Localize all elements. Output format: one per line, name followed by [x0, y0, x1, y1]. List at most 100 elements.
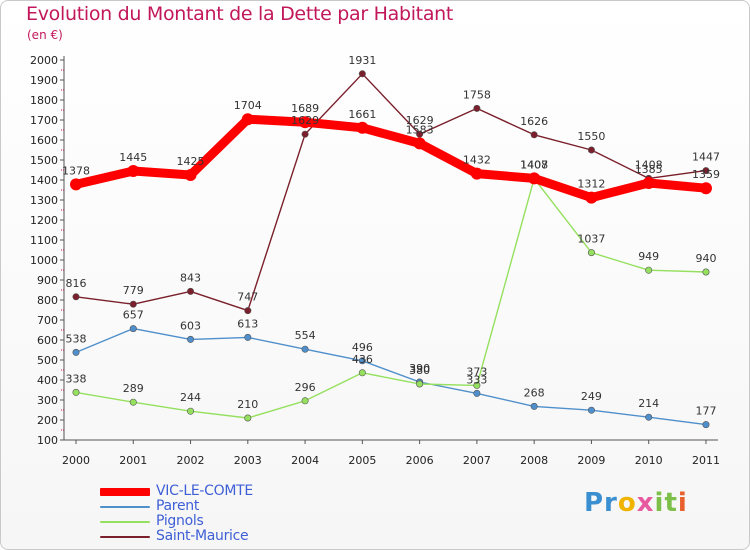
- y-tick-label: 1700: [30, 114, 58, 127]
- data-point: [587, 146, 595, 154]
- data-label: 289: [123, 382, 144, 395]
- data-point: [299, 116, 312, 129]
- data-point: [72, 348, 80, 356]
- data-label: 1312: [577, 178, 605, 191]
- y-tick-label: 1300: [30, 194, 58, 207]
- data-label: 1704: [234, 99, 262, 112]
- x-tick-label: 2001: [119, 454, 147, 467]
- legend-label: Saint-Maurice: [156, 528, 249, 544]
- data-label: 1629: [406, 114, 434, 127]
- x-tick-label: 2007: [463, 454, 491, 467]
- data-point: [301, 345, 309, 353]
- y-tick-label: 600: [37, 334, 58, 347]
- x-tick-label: 2008: [520, 454, 548, 467]
- data-point: [702, 421, 710, 429]
- data-point: [184, 169, 197, 181]
- data-point: [699, 182, 712, 195]
- data-label: 538: [66, 332, 87, 345]
- x-tick-label: 2006: [406, 454, 434, 467]
- chart-title: Evolution du Montant de la Dette par Hab…: [26, 3, 454, 25]
- y-tick-label: 2000: [30, 54, 58, 67]
- x-tick-label: 2003: [234, 454, 262, 467]
- data-label: 843: [180, 271, 201, 284]
- data-label: 373: [466, 365, 487, 378]
- data-label: 244: [180, 391, 201, 404]
- y-tick-label: 1200: [30, 214, 58, 227]
- data-point: [702, 167, 710, 175]
- data-point: [530, 131, 538, 139]
- y-tick-label: 800: [37, 294, 58, 307]
- data-label: 657: [123, 309, 144, 322]
- y-tick-label: 100: [37, 434, 58, 447]
- data-label: 747: [237, 291, 258, 304]
- data-label: 613: [237, 317, 258, 330]
- data-point: [301, 397, 309, 405]
- data-point: [587, 249, 595, 257]
- data-point: [187, 407, 195, 415]
- data-label: 390: [409, 362, 430, 375]
- y-tick-label: 1900: [30, 74, 58, 87]
- x-tick-label: 2005: [348, 454, 376, 467]
- data-label: 1689: [291, 102, 319, 115]
- data-label: 1447: [692, 151, 720, 164]
- y-tick-label: 300: [37, 394, 58, 407]
- data-label: 949: [638, 250, 659, 263]
- legend-swatch: [100, 521, 150, 523]
- data-label: 1037: [577, 233, 605, 246]
- series-line-vic-le-comte: [71, 114, 711, 203]
- data-point: [127, 165, 140, 177]
- data-point: [645, 413, 653, 421]
- y-tick-label: 700: [37, 314, 58, 327]
- legend-swatch: [100, 536, 150, 538]
- data-label: 1661: [348, 108, 376, 121]
- y-tick-label: 200: [37, 414, 58, 427]
- x-tick-label: 2000: [62, 454, 90, 467]
- data-label: 1931: [348, 54, 376, 67]
- data-point: [244, 414, 252, 422]
- y-tick-label: 1600: [30, 134, 58, 147]
- legend-swatch: [100, 488, 150, 496]
- legend-swatch: [100, 506, 150, 508]
- data-label: 177: [695, 405, 716, 418]
- data-point: [244, 307, 252, 315]
- data-point: [470, 167, 483, 180]
- data-label: 210: [237, 398, 258, 411]
- data-point: [413, 137, 426, 150]
- data-label: 1408: [520, 158, 548, 171]
- data-point: [642, 177, 655, 189]
- data-label: 268: [524, 386, 545, 399]
- data-point: [356, 121, 369, 134]
- data-label: 603: [180, 319, 201, 332]
- x-tick-label: 2011: [692, 454, 720, 467]
- data-point: [587, 406, 595, 414]
- data-point: [358, 70, 366, 78]
- data-label: 1550: [577, 130, 605, 143]
- data-point: [358, 369, 366, 377]
- data-point: [70, 178, 82, 191]
- data-point: [473, 389, 481, 397]
- data-label: 1629: [291, 114, 319, 127]
- data-label: 779: [123, 284, 144, 297]
- y-tick-label: 500: [37, 354, 58, 367]
- proxiti-logo: Proxiti: [584, 488, 688, 518]
- data-label: 1425: [177, 155, 205, 168]
- y-tick-label: 1000: [30, 254, 58, 267]
- data-label: 1385: [635, 163, 663, 176]
- data-point: [72, 293, 80, 301]
- data-point: [473, 381, 481, 389]
- data-point: [187, 287, 195, 295]
- data-label: 380: [409, 364, 430, 377]
- legend-label: Pignols: [156, 513, 204, 529]
- data-point: [702, 268, 710, 276]
- x-tick-label: 2002: [177, 454, 205, 467]
- data-label: 214: [638, 397, 659, 410]
- data-point: [129, 398, 137, 406]
- x-tick-label: 2004: [291, 454, 319, 467]
- data-point: [187, 335, 195, 343]
- data-point: [473, 104, 481, 112]
- data-label: 816: [66, 277, 87, 290]
- x-tick-label: 2010: [635, 454, 663, 467]
- data-point: [301, 130, 309, 138]
- y-tick-label: 1400: [30, 174, 58, 187]
